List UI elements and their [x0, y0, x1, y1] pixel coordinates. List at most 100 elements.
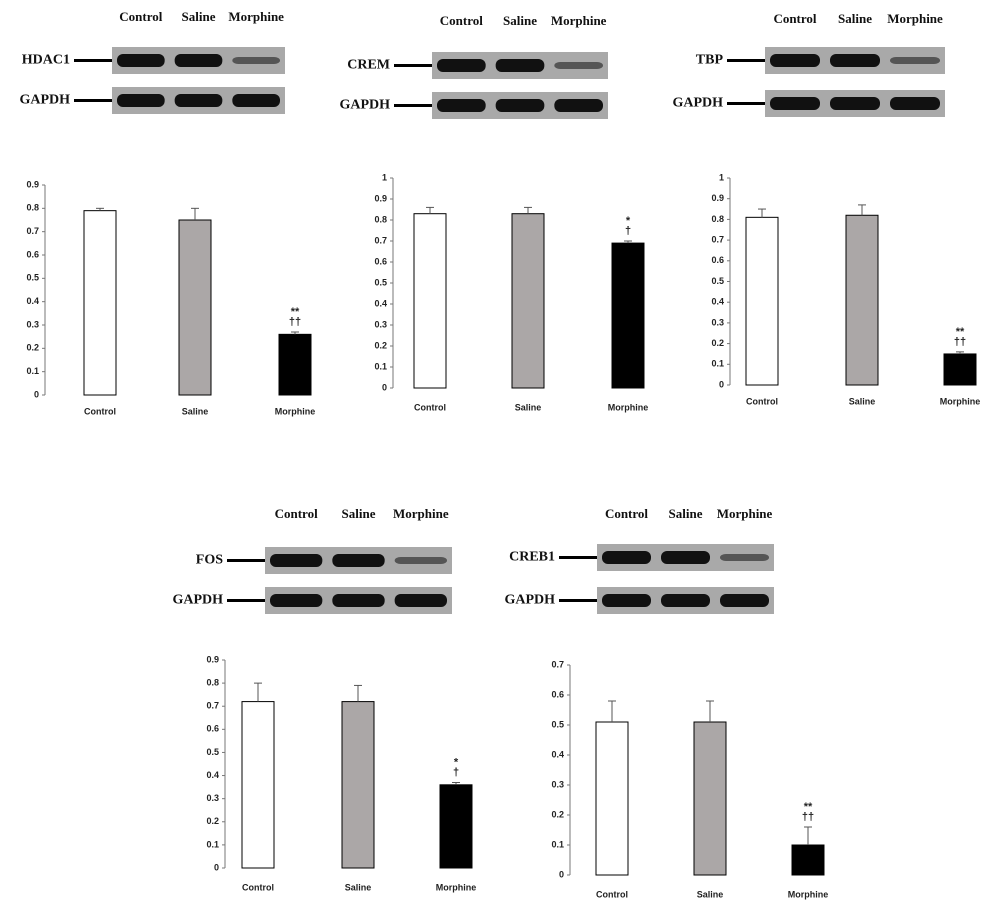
y-tick-label: 0.8	[206, 677, 219, 687]
blot-label: FOS	[196, 553, 223, 568]
y-tick-label: 0.8	[374, 214, 387, 224]
blot-band	[270, 554, 323, 567]
bar	[845, 214, 879, 386]
x-tick-label: Control	[746, 396, 778, 406]
blot-band	[437, 99, 486, 112]
x-tick-label: Saline	[345, 882, 372, 892]
blot-band	[332, 594, 385, 607]
x-tick-label: Morphine	[940, 396, 981, 406]
x-tick-label: Morphine	[788, 889, 829, 899]
y-tick-label: 0	[34, 389, 39, 399]
y-tick-label: 0.1	[26, 366, 39, 376]
blot-label: CREM	[347, 58, 390, 73]
x-tick-label: Saline	[515, 402, 542, 412]
blot-band	[117, 54, 165, 67]
blot-label: CREB1	[509, 550, 555, 565]
x-tick-label: Morphine	[608, 402, 649, 412]
lane-label: Control	[440, 13, 483, 28]
y-tick-label: 0.2	[551, 809, 564, 819]
lane-label: Control	[605, 506, 648, 521]
y-tick-label: 1	[382, 172, 387, 182]
blot-band	[437, 59, 486, 72]
lane-label: Morphine	[551, 13, 607, 28]
significance-mark: †	[453, 766, 459, 778]
lane-label: Morphine	[228, 9, 284, 24]
y-tick-label: 0.8	[26, 203, 39, 213]
y-tick-label: 0.3	[551, 779, 564, 789]
blot-band	[830, 97, 880, 110]
x-tick-label: Saline	[849, 396, 876, 406]
y-tick-label: 0.1	[551, 839, 564, 849]
lane-label: Control	[119, 9, 162, 24]
blot-band	[720, 554, 769, 561]
blot-band	[661, 594, 710, 607]
y-tick-label: 0.5	[711, 276, 724, 286]
blot-band	[602, 551, 651, 564]
bar	[83, 210, 117, 396]
y-tick-label: 0.4	[374, 298, 387, 308]
blot-band	[770, 54, 820, 67]
blot-band	[332, 554, 385, 567]
blot-band	[554, 62, 603, 69]
y-tick-label: 0.5	[374, 277, 387, 287]
blot-band	[270, 594, 323, 607]
lane-label: Saline	[182, 9, 216, 24]
blot-band	[117, 94, 165, 107]
blot-band	[232, 94, 280, 107]
y-tick-label: 0.4	[551, 749, 564, 759]
blot-band	[554, 99, 603, 112]
significance-mark: **	[804, 801, 813, 813]
blot-band	[661, 551, 710, 564]
blot-band	[830, 54, 880, 67]
bar	[241, 701, 275, 869]
y-tick-label: 0.8	[711, 214, 724, 224]
y-tick-label: 0.1	[711, 359, 724, 369]
y-tick-label: 0.6	[711, 255, 724, 265]
lane-label: Morphine	[717, 506, 773, 521]
significance-mark: ††	[954, 336, 966, 348]
blot-label: HDAC1	[22, 53, 70, 68]
bar	[511, 213, 545, 389]
bar	[791, 844, 825, 876]
lane-label: Saline	[838, 11, 872, 26]
significance-mark: ††	[802, 811, 814, 823]
y-tick-label: 0	[382, 382, 387, 392]
y-tick-label: 0.4	[206, 770, 219, 780]
x-tick-label: Control	[84, 406, 116, 416]
significance-mark: **	[291, 306, 300, 318]
significance-mark: ††	[289, 316, 301, 328]
y-tick-label: 0.9	[26, 179, 39, 189]
y-tick-label: 0.3	[374, 319, 387, 329]
blot-label: GAPDH	[504, 593, 555, 608]
blot-band	[720, 594, 769, 607]
lane-label: Morphine	[393, 506, 449, 521]
y-tick-label: 0.6	[206, 724, 219, 734]
blot-band	[890, 97, 940, 110]
y-tick-label: 0.9	[711, 193, 724, 203]
y-tick-label: 0.1	[374, 361, 387, 371]
blot-band	[394, 557, 447, 564]
bar	[278, 333, 312, 396]
bar	[693, 721, 727, 876]
blot-label: GAPDH	[19, 93, 70, 108]
bar	[178, 219, 212, 396]
y-tick-label: 0.3	[26, 319, 39, 329]
y-tick-label: 0.2	[374, 340, 387, 350]
bar	[413, 213, 447, 389]
y-tick-label: 0.2	[711, 338, 724, 348]
y-tick-label: 0.3	[206, 793, 219, 803]
x-tick-label: Saline	[182, 406, 209, 416]
y-tick-label: 0	[719, 379, 724, 389]
y-tick-label: 0.7	[374, 235, 387, 245]
y-tick-label: 0.6	[551, 689, 564, 699]
lane-label: Saline	[342, 506, 376, 521]
significance-mark: **	[956, 326, 965, 338]
significance-mark: *	[454, 756, 459, 768]
y-tick-label: 0.6	[374, 256, 387, 266]
bar	[439, 784, 473, 869]
blot-band	[602, 594, 651, 607]
y-tick-label: 0	[559, 869, 564, 879]
x-tick-label: Control	[414, 402, 446, 412]
y-tick-label: 0.4	[711, 297, 724, 307]
